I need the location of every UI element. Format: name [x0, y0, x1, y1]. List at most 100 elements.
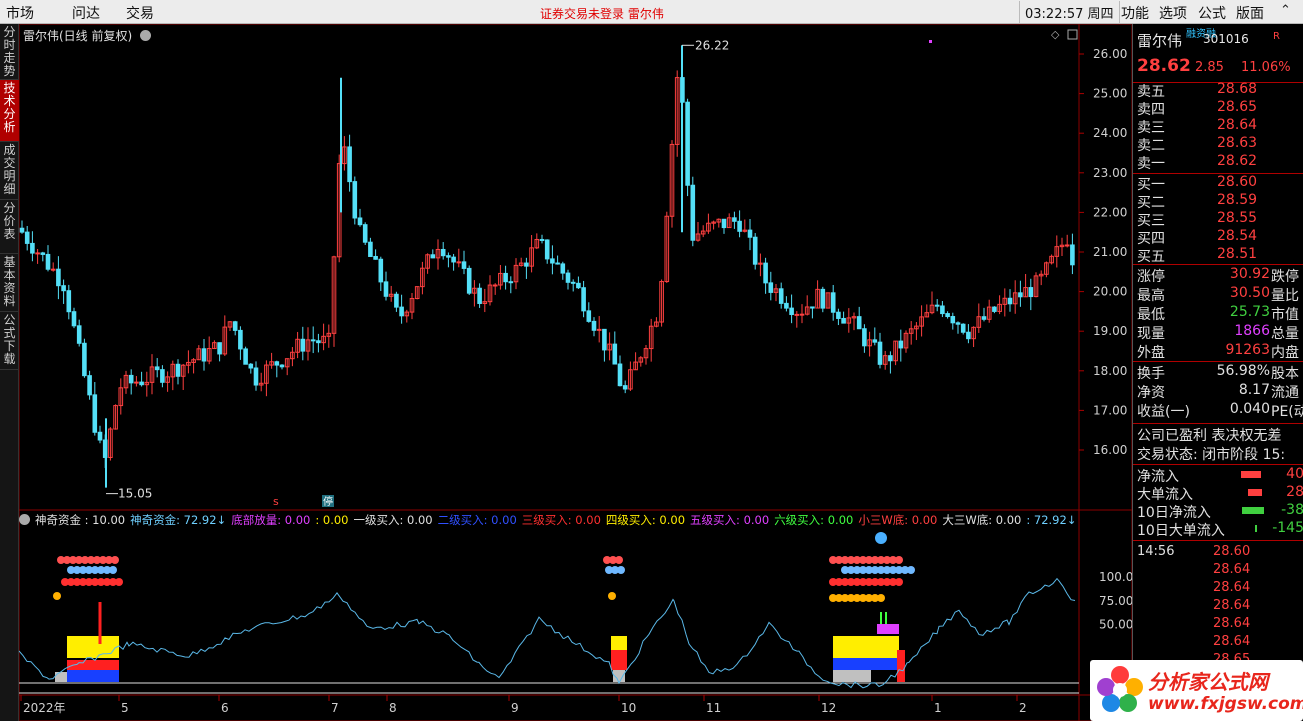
indicator-axis-label: 100.0 — [1099, 570, 1132, 584]
candle-body — [971, 326, 976, 340]
signal-block — [897, 650, 905, 682]
ball-icon — [871, 578, 879, 586]
ball-icon — [829, 578, 837, 586]
tab-price-table[interactable]: 分价表 — [0, 200, 19, 254]
candle-body — [430, 254, 436, 259]
candle-body — [763, 262, 768, 284]
flow-value: -145 — [1272, 520, 1303, 536]
menu-layout[interactable]: 版面 — [1236, 6, 1264, 22]
candle-body — [664, 215, 670, 283]
stat-label: 换手 — [1137, 366, 1165, 382]
candle-body — [784, 302, 789, 309]
indicator-settings-icon[interactable] — [19, 514, 30, 525]
bid-row[interactable]: 买四 28.54 — [1137, 228, 1302, 247]
bid-label: 买二 — [1137, 195, 1165, 211]
menu-formula[interactable]: 公式 — [1198, 6, 1226, 22]
stat-label: 最低 — [1137, 307, 1165, 323]
ball-icon — [73, 578, 81, 586]
tab-technical-analysis[interactable]: 技术分析 — [0, 80, 19, 142]
ball-icon — [79, 578, 87, 586]
candle-body — [742, 229, 748, 232]
ask-price: 28.63 — [1217, 135, 1258, 151]
candle-body — [591, 320, 597, 331]
candle-body — [352, 181, 358, 219]
bid-row[interactable]: 买三 28.55 — [1137, 210, 1302, 229]
candle-body — [690, 184, 696, 241]
tab-basic-info[interactable]: 基本资料 — [0, 254, 19, 312]
menu-market[interactable]: 市场 — [6, 6, 34, 22]
price-axis-label: 24.00 — [1093, 126, 1127, 140]
candle-body — [560, 263, 566, 274]
candle-body — [825, 292, 831, 309]
heart-icon — [105, 556, 113, 564]
tab-trade-details[interactable]: 成交明细 — [0, 142, 19, 200]
candle-body — [399, 306, 404, 317]
ask-row[interactable]: 卖二 28.63 — [1137, 135, 1302, 154]
candle-body — [659, 281, 664, 323]
time-axis-label: 7 — [331, 701, 339, 715]
watermark-logo: 分析家公式网 www.fxjgsw.com — [1090, 660, 1303, 721]
diamond-icon — [883, 566, 891, 574]
ball-icon — [67, 578, 75, 586]
candle-body — [1033, 275, 1039, 298]
candle-body — [872, 339, 878, 343]
tab-formula-download[interactable]: 公式下载 — [0, 312, 19, 370]
candle-body — [331, 256, 337, 334]
ask-row[interactable]: 卖一 28.62 — [1137, 153, 1302, 172]
menu-function[interactable]: 功能 — [1121, 6, 1149, 22]
ball-icon — [853, 578, 861, 586]
diamond-icon — [889, 566, 897, 574]
stat-row: 净资 8.17 流通 — [1137, 382, 1303, 401]
price-axis-label: 22.00 — [1093, 205, 1127, 219]
menu-options[interactable]: 选项 — [1159, 6, 1187, 22]
ask-row[interactable]: 卖三 28.64 — [1137, 117, 1302, 136]
candle-body — [149, 366, 155, 383]
stop-marker-bg — [322, 495, 334, 507]
tab-timeshare[interactable]: 分时走势 — [0, 24, 19, 80]
kline-chart[interactable]: ◇ 26.00 25.00 24.00 23.00 22.00 21.00 20.00 19.… — [19, 24, 1132, 721]
clock-display: 03:22:57 周四 — [1019, 1, 1120, 23]
settings-icon[interactable] — [140, 30, 152, 41]
bid-row[interactable]: 买一 28.60 — [1137, 174, 1302, 193]
divider — [1133, 423, 1303, 424]
candle-body — [1023, 287, 1028, 298]
candle-body — [238, 329, 243, 350]
candle-body — [602, 328, 607, 351]
stat-label-secondary: 市值 — [1271, 307, 1299, 323]
diamond-icon — [605, 566, 613, 574]
bid-row[interactable]: 买五 28.51 — [1137, 246, 1302, 265]
ball-icon — [103, 578, 111, 586]
bid-price: 28.60 — [1217, 174, 1258, 190]
candle-body — [981, 316, 987, 320]
ball-icon — [841, 578, 849, 586]
candle-body — [357, 217, 363, 226]
divider — [1133, 361, 1303, 362]
price-axis-label: 25.00 — [1093, 87, 1127, 101]
indicator-legend-item: 底部放量: 0.00 — [231, 513, 311, 527]
company-status: 公司已盈利 表决权无差 — [1137, 428, 1282, 444]
diamond-icon — [611, 566, 619, 574]
time-axis-label: 8 — [389, 701, 397, 715]
candle-body — [1049, 255, 1054, 264]
candle-body — [1064, 244, 1070, 247]
candle-body — [191, 359, 196, 363]
ask-row[interactable]: 卖五 28.68 — [1137, 81, 1302, 100]
menu-wenda[interactable]: 问达 — [72, 6, 100, 22]
stat-value: 0.040 — [1229, 401, 1270, 417]
candle-body — [586, 310, 592, 322]
bid-row[interactable]: 买二 28.59 — [1137, 192, 1302, 211]
candle-body — [622, 385, 628, 390]
ask-row[interactable]: 卖四 28.65 — [1137, 99, 1302, 118]
candle-body — [1054, 246, 1060, 257]
chevron-up-icon[interactable]: ⌃ — [1280, 3, 1291, 18]
chart-area[interactable]: ◇ 26.00 25.00 24.00 23.00 22.00 21.00 20.00 19.… — [19, 24, 1132, 721]
diamond-icon — [109, 566, 117, 574]
candle-body — [373, 255, 378, 260]
candle-body — [940, 305, 945, 315]
candle-body — [555, 262, 560, 265]
candle-body — [269, 361, 274, 366]
menu-trade[interactable]: 交易 — [126, 6, 154, 22]
candle-body — [862, 328, 867, 347]
diamond-icon — [871, 566, 879, 574]
